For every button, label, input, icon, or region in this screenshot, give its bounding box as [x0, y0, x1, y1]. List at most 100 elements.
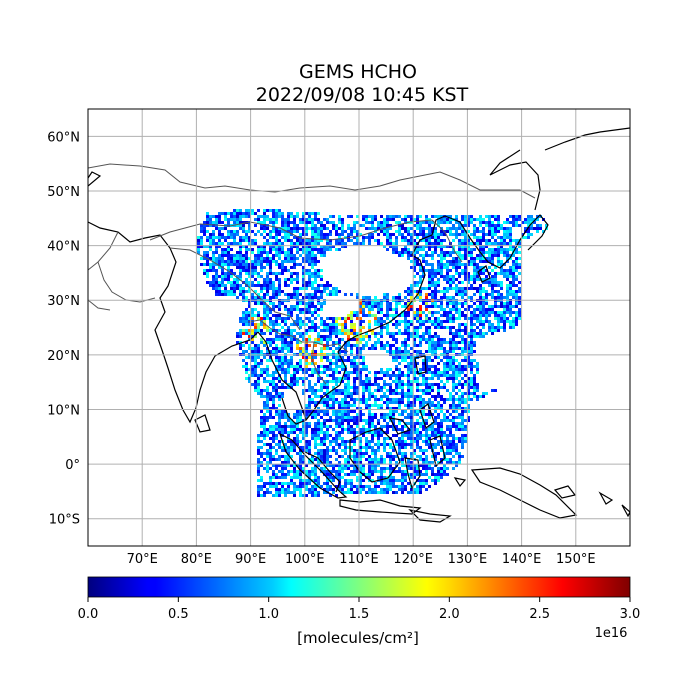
data-pixel — [284, 356, 287, 359]
data-pixel — [392, 458, 395, 461]
data-pixel — [302, 239, 305, 242]
data-pixel — [302, 233, 305, 236]
data-pixel — [323, 347, 326, 350]
data-pixel — [398, 398, 401, 401]
data-pixel — [446, 425, 449, 428]
data-pixel — [434, 344, 437, 347]
data-pixel — [410, 395, 413, 398]
data-pixel — [305, 434, 308, 437]
data-pixel — [278, 440, 281, 443]
data-pixel — [251, 350, 254, 353]
data-pixel — [218, 293, 221, 296]
data-pixel — [395, 407, 398, 410]
data-pixel — [470, 260, 473, 263]
data-pixel — [353, 452, 356, 455]
data-pixel — [407, 329, 410, 332]
data-pixel — [437, 260, 440, 263]
data-pixel — [419, 275, 422, 278]
data-pixel — [437, 401, 440, 404]
data-pixel — [464, 272, 467, 275]
data-pixel — [266, 407, 269, 410]
data-pixel — [242, 236, 245, 239]
data-pixel — [287, 347, 290, 350]
data-pixel — [455, 332, 458, 335]
data-pixel — [317, 227, 320, 230]
data-pixel — [407, 302, 410, 305]
data-pixel — [383, 392, 386, 395]
data-pixel — [386, 332, 389, 335]
data-pixel — [329, 380, 332, 383]
data-pixel — [416, 446, 419, 449]
data-pixel — [497, 305, 500, 308]
data-pixel — [500, 242, 503, 245]
data-pixel — [419, 239, 422, 242]
data-pixel — [410, 455, 413, 458]
data-pixel — [353, 422, 356, 425]
data-pixel — [410, 425, 413, 428]
data-pixel — [302, 323, 305, 326]
data-pixel — [380, 416, 383, 419]
data-pixel — [368, 395, 371, 398]
data-pixel — [389, 386, 392, 389]
data-pixel — [257, 383, 260, 386]
data-pixel — [263, 416, 266, 419]
data-pixel — [245, 278, 248, 281]
data-pixel — [251, 263, 254, 266]
data-pixel — [497, 311, 500, 314]
data-pixel — [377, 449, 380, 452]
data-pixel — [269, 416, 272, 419]
data-pixel — [320, 221, 323, 224]
data-pixel — [386, 455, 389, 458]
data-pixel — [518, 311, 521, 314]
data-pixel — [305, 365, 308, 368]
data-pixel — [290, 314, 293, 317]
data-pixel — [458, 422, 461, 425]
data-pixel — [368, 236, 371, 239]
data-pixel — [275, 293, 278, 296]
data-pixel — [491, 221, 494, 224]
data-pixel — [434, 326, 437, 329]
data-pixel — [419, 308, 422, 311]
data-pixel — [230, 281, 233, 284]
data-pixel — [467, 230, 470, 233]
data-pixel — [263, 368, 266, 371]
data-pixel — [455, 236, 458, 239]
data-pixel — [317, 251, 320, 254]
data-pixel — [485, 260, 488, 263]
data-pixel — [254, 371, 257, 374]
data-pixel — [458, 335, 461, 338]
data-pixel — [509, 308, 512, 311]
data-pixel — [404, 239, 407, 242]
data-pixel — [314, 215, 317, 218]
data-pixel — [299, 440, 302, 443]
data-pixel — [485, 221, 488, 224]
data-pixel — [410, 371, 413, 374]
data-pixel — [407, 380, 410, 383]
data-pixel — [425, 293, 428, 296]
data-pixel — [455, 446, 458, 449]
data-pixel — [392, 323, 395, 326]
data-pixel — [374, 389, 377, 392]
data-pixel — [359, 449, 362, 452]
data-pixel — [275, 335, 278, 338]
data-pixel — [518, 257, 521, 260]
data-pixel — [476, 230, 479, 233]
data-pixel — [281, 224, 284, 227]
data-pixel — [302, 485, 305, 488]
data-pixel — [443, 368, 446, 371]
data-pixel — [389, 350, 392, 353]
data-pixel — [356, 332, 359, 335]
data-pixel — [428, 317, 431, 320]
data-pixel — [317, 461, 320, 464]
data-pixel — [443, 251, 446, 254]
data-pixel — [455, 329, 458, 332]
data-pixel — [413, 404, 416, 407]
data-pixel — [263, 215, 266, 218]
data-pixel — [410, 410, 413, 413]
data-pixel — [290, 464, 293, 467]
data-pixel — [329, 476, 332, 479]
data-pixel — [245, 329, 248, 332]
data-pixel — [512, 272, 515, 275]
data-pixel — [275, 332, 278, 335]
data-pixel — [272, 305, 275, 308]
